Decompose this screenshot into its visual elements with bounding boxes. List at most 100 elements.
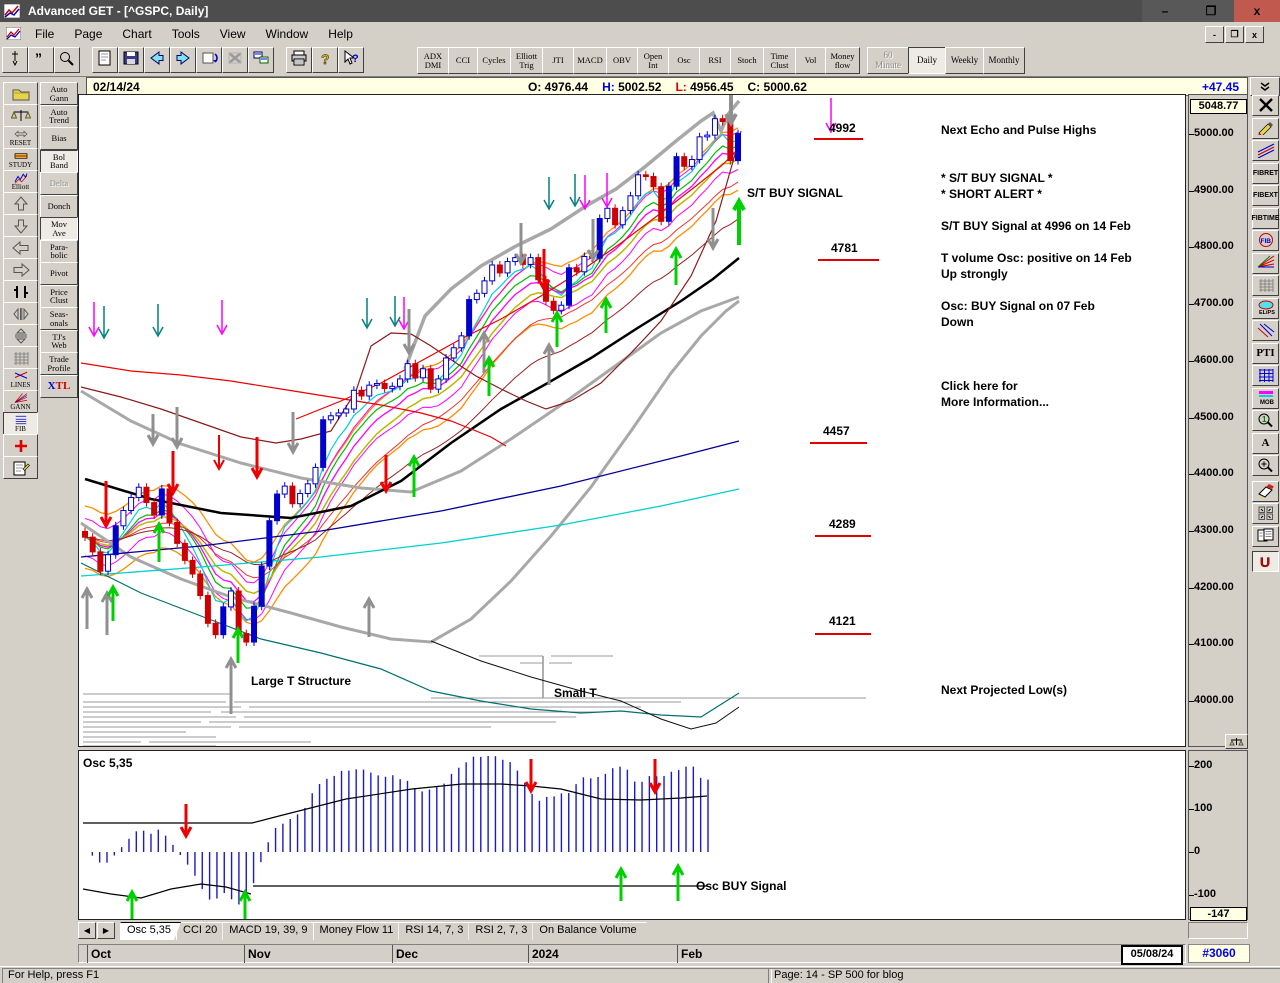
menu-page[interactable]: Page bbox=[74, 26, 103, 41]
oscillator-scale[interactable]: 200 100 0 -100 -147 bbox=[1188, 750, 1248, 921]
quotes-button[interactable]: ” bbox=[28, 47, 54, 73]
indicator-time-clust[interactable]: Time Clust bbox=[763, 47, 796, 74]
delete-window-button[interactable] bbox=[222, 47, 248, 73]
menu-file[interactable]: File bbox=[35, 26, 55, 41]
indicator-osc[interactable]: Osc bbox=[668, 47, 700, 74]
menu-tools[interactable]: Tools bbox=[171, 26, 200, 41]
log-scale-button[interactable] bbox=[1225, 734, 1248, 749]
regression-grid-button[interactable] bbox=[1252, 365, 1279, 386]
indicator-stoch[interactable]: Stoch bbox=[730, 47, 764, 74]
study-auto-gann-button[interactable]: Auto Gann bbox=[40, 82, 78, 105]
minimize-button[interactable]: – bbox=[1142, 0, 1188, 22]
price-scale[interactable]: 5048.77 5000.00 4900.00 4800.00 4700.00 4600… bbox=[1188, 94, 1248, 749]
vertical-scale-button[interactable] bbox=[3, 324, 38, 347]
study-bias-button[interactable]: Bias bbox=[40, 127, 78, 150]
tab-osc-5-35[interactable]: Osc 5,35 bbox=[120, 922, 181, 940]
indicator-adx-dmi[interactable]: ADX DMI bbox=[417, 47, 449, 74]
study-donch-button[interactable]: Donch bbox=[40, 194, 78, 218]
study-price-clust-button[interactable]: Price Clust bbox=[40, 284, 78, 308]
indicator-vol[interactable]: Vol bbox=[795, 47, 826, 74]
lines-button[interactable]: LINES bbox=[3, 368, 38, 391]
fib-time-button[interactable]: FIB TIME bbox=[1252, 207, 1280, 229]
mdi-restore-button[interactable]: ❐ bbox=[1225, 26, 1244, 43]
tab-money-flow-11[interactable]: Money Flow 11 bbox=[313, 922, 404, 940]
study-xtl-button[interactable]: XTL bbox=[40, 374, 78, 398]
fib-circle-button[interactable]: FIB bbox=[1252, 230, 1279, 251]
tab-scroll-left-button[interactable]: ◀ bbox=[78, 922, 96, 939]
compress-bars-button[interactable] bbox=[3, 280, 38, 303]
save-button[interactable] bbox=[118, 47, 144, 73]
fib-button[interactable]: FIB bbox=[3, 412, 38, 435]
study-pivot-button[interactable]: Pivot bbox=[40, 262, 78, 285]
page-back-button[interactable] bbox=[144, 47, 170, 73]
indicator-money-flow[interactable]: Money flow bbox=[825, 47, 860, 74]
indicator-cci[interactable]: CCI bbox=[448, 47, 478, 74]
tile-windows-button[interactable] bbox=[248, 47, 274, 73]
magnet-button[interactable]: U bbox=[1252, 551, 1279, 572]
add-text-button[interactable]: A bbox=[1252, 432, 1279, 454]
menu-view[interactable]: View bbox=[219, 26, 246, 41]
indicator-cycles[interactable]: Cycles bbox=[477, 47, 511, 74]
timeframe-60-minute[interactable]: 60 Minute bbox=[867, 47, 909, 74]
gann-grid-button[interactable] bbox=[1252, 275, 1279, 296]
indicator-elliott-trig[interactable]: Elliott Trig bbox=[510, 47, 543, 74]
zoom-in-button[interactable] bbox=[1252, 455, 1279, 476]
study-tjs-web-button[interactable]: TJ's Web bbox=[40, 329, 78, 353]
arrow-right-button[interactable] bbox=[3, 258, 38, 281]
tab-rsi-2-7-3[interactable]: RSI 2, 7, 3 bbox=[468, 922, 537, 940]
tab-scroll-right-button[interactable]: ▶ bbox=[97, 922, 115, 939]
tab-on-balance-volume[interactable]: On Balance Volume bbox=[532, 922, 646, 940]
mob-button[interactable]: MOB bbox=[1252, 387, 1279, 409]
crosshair-button[interactable] bbox=[3, 434, 38, 457]
open-chart-button[interactable] bbox=[3, 82, 38, 105]
more-info-link[interactable]: Click here for bbox=[941, 379, 1018, 393]
parallel-lines-button[interactable] bbox=[1252, 140, 1279, 161]
view-data-button[interactable]: 1 bbox=[1252, 410, 1279, 431]
new-page-button[interactable] bbox=[92, 47, 118, 73]
tab-macd-19-39-9[interactable]: MACD 19, 39, 9 bbox=[222, 922, 317, 940]
indicator-obv[interactable]: OBV bbox=[606, 47, 638, 74]
delete-drawing-button[interactable] bbox=[1252, 95, 1279, 116]
study-bol-band-button[interactable]: Bol Band bbox=[40, 149, 78, 173]
scales-button[interactable] bbox=[3, 104, 38, 127]
tab-cci-20[interactable]: CCI 20 bbox=[176, 922, 227, 940]
restore-button[interactable]: ❐ bbox=[1188, 0, 1234, 22]
help-button[interactable]: ? bbox=[312, 47, 338, 73]
fib-retracement-button[interactable]: FIB RET bbox=[1252, 162, 1279, 184]
expand-windows-button[interactable] bbox=[1252, 503, 1279, 524]
indicator-macd[interactable]: MACD bbox=[573, 47, 607, 74]
pencil-button[interactable] bbox=[1252, 117, 1279, 139]
arrow-left-button[interactable] bbox=[3, 236, 38, 259]
indicator-jti[interactable]: JTI bbox=[542, 47, 574, 74]
pti-button[interactable]: PTI bbox=[1252, 342, 1279, 364]
timeframe-weekly[interactable]: Weekly bbox=[945, 47, 984, 74]
menu-chart[interactable]: Chart bbox=[122, 26, 152, 41]
study-trade-profile-button[interactable]: Trade Profile bbox=[40, 352, 78, 375]
notes-button[interactable] bbox=[1252, 525, 1279, 547]
mdi-minimize-button[interactable]: - bbox=[1205, 26, 1224, 43]
study-mov-ave-button[interactable]: Mov Ave bbox=[40, 217, 78, 240]
tab-rsi-14-7-3[interactable]: RSI 14, 7, 3 bbox=[398, 922, 473, 940]
menu-help[interactable]: Help bbox=[328, 26, 353, 41]
fan-lines-button[interactable] bbox=[1252, 252, 1279, 274]
find-button[interactable] bbox=[54, 47, 80, 73]
indicator-rsi[interactable]: RSI bbox=[699, 47, 731, 74]
more-info-link[interactable]: More Information... bbox=[941, 395, 1049, 409]
quote-bar-expand-button[interactable] bbox=[1250, 77, 1280, 96]
study-auto-trend-button[interactable]: Auto Trend bbox=[40, 104, 78, 128]
arrow-up-button[interactable] bbox=[3, 192, 38, 215]
pin-button[interactable] bbox=[2, 47, 28, 73]
eraser-button[interactable] bbox=[1252, 480, 1279, 502]
crossed-lines-button[interactable] bbox=[1252, 320, 1279, 341]
ellipse-button[interactable]: ELiPS bbox=[1252, 297, 1279, 319]
study-para--bolic-button[interactable]: Para-bolic bbox=[40, 239, 78, 263]
study-delta-button[interactable]: Delta bbox=[40, 172, 78, 195]
price-chart-pane[interactable]: S/T BUY SIGNAL Next Echo and Pulse Highs *… bbox=[78, 83, 1186, 747]
study-button[interactable]: STUDY bbox=[3, 148, 38, 171]
close-button[interactable]: x bbox=[1234, 0, 1280, 22]
study-seas--onals-button[interactable]: Seas-onals bbox=[40, 307, 78, 330]
expand-bars-button[interactable] bbox=[3, 302, 38, 325]
end-date-box[interactable]: 05/08/24 bbox=[1121, 945, 1183, 965]
timeframe-daily[interactable]: Daily bbox=[908, 47, 946, 74]
context-help-button[interactable]: ? bbox=[338, 47, 364, 73]
